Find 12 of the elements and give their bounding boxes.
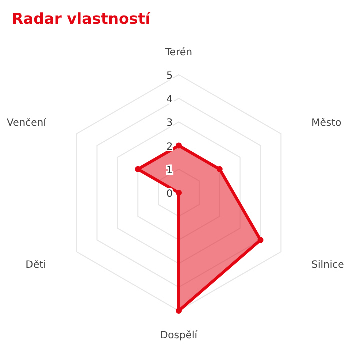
y-tick-label: 5 bbox=[166, 71, 173, 82]
spoke-label: Dospělí bbox=[160, 330, 199, 342]
spoke-label: Silnice bbox=[312, 260, 344, 271]
y-tick-label: 1 bbox=[166, 165, 173, 176]
y-tick-label: 4 bbox=[166, 94, 173, 106]
spoke-label: Město bbox=[312, 118, 342, 130]
y-tick-label: 3 bbox=[166, 118, 173, 130]
spoke-label: Terén bbox=[164, 47, 192, 58]
spoke-label: Děti bbox=[26, 260, 46, 271]
spoke-label: Venčení bbox=[7, 118, 48, 130]
chart-title: Radar vlastností bbox=[12, 10, 152, 28]
y-tick-label: 0 bbox=[166, 189, 173, 200]
